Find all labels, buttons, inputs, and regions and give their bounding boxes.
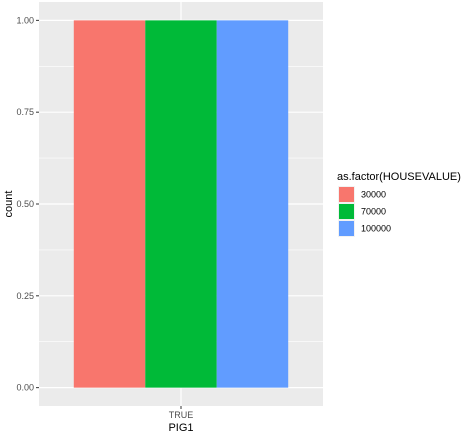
bars	[73, 20, 289, 388]
bar-70000	[145, 20, 217, 388]
y-tick-label: 0.50	[16, 199, 34, 209]
legend-swatch	[339, 221, 354, 236]
legend-label: 70000	[361, 207, 386, 217]
x-axis-title: PIG1	[168, 422, 193, 434]
y-axis-title: count	[3, 191, 15, 218]
bar-30000	[73, 20, 146, 388]
y-tick-label: 0.75	[16, 107, 34, 117]
legend-title: as.factor(HOUSEVALUE)	[337, 171, 461, 183]
legend-label: 30000	[361, 190, 386, 200]
legend-swatch	[339, 187, 354, 202]
y-tick-label: 0.00	[16, 383, 34, 393]
y-axis: 0.00 0.25 0.50 0.75 1.00	[16, 15, 39, 393]
x-axis: TRUE	[169, 406, 194, 420]
legend-label: 100000	[361, 224, 391, 234]
y-tick-label: 1.00	[16, 15, 34, 25]
legend: as.factor(HOUSEVALUE) 30000 70000 100000	[337, 171, 461, 237]
legend-swatch	[339, 204, 354, 219]
bar-100000	[216, 20, 289, 388]
y-tick-label: 0.25	[16, 291, 34, 301]
x-tick-label: TRUE	[169, 410, 194, 420]
